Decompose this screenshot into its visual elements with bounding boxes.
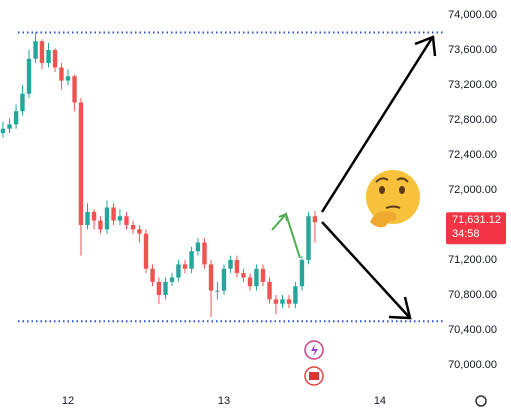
candle-body [176,264,181,278]
up-arrow [320,37,434,213]
candle-body [0,128,6,134]
x-tick-label: 13 [218,395,230,407]
x-tick-label: 14 [374,395,386,407]
candle-body [85,211,90,225]
candle-body [182,264,188,269]
candle-body [273,299,279,304]
candle-body [20,93,25,112]
candle-body [241,273,246,278]
candle-body [312,216,318,223]
candle-body [189,251,194,269]
candle-body [150,268,155,282]
candle-body [169,277,175,282]
y-tick-label: 73,200.00 [448,79,497,91]
candle-body [33,41,38,59]
down-arrow-head [388,296,412,320]
candle-body [39,41,45,64]
candle-body [293,286,298,304]
candle-body [163,281,168,295]
candle-body [215,290,220,292]
y-tick-label: 70,400.00 [448,324,497,336]
x-tick-label: 12 [62,395,74,407]
candle-body [91,211,97,221]
candle-body [299,259,305,287]
flag-icon-body [309,372,319,380]
up-arrow-head [414,35,437,57]
y-tick-label: 72,800.00 [448,114,497,126]
y-tick-label: 72,000.00 [448,184,497,196]
event-icon-bolt [311,344,318,357]
candle-body [280,299,285,304]
candle-body [78,102,84,225]
candle-body [98,220,103,230]
thinking-emoji [366,170,420,228]
candle-body [111,207,116,221]
candle-body [59,67,64,81]
candle-body [117,216,123,221]
candle-body [72,76,77,103]
candle-body [130,224,136,230]
y-tick-label: 73,600.00 [448,44,497,56]
candle-body [228,259,233,269]
y-tick-label: 70,800.00 [448,289,497,301]
candle-body [234,259,240,274]
candle-body [7,124,12,129]
y-tick-label: 71,200.00 [448,254,497,266]
green-arrow-head [278,212,288,222]
candle-body [137,229,142,234]
candle-body [247,277,253,287]
candle-body [13,111,19,125]
candle-body [267,281,272,300]
candle-body [124,216,129,225]
candle-body [26,58,32,94]
y-tick-label: 70,000.00 [448,359,497,371]
candle-body [195,242,201,252]
candle-body [202,242,207,265]
price-tag [446,212,506,245]
settings-icon[interactable] [475,395,487,407]
countdown-label: 34:58 [452,228,480,240]
candle-body [286,299,292,304]
y-tick-label: 72,400.00 [448,149,497,161]
candle-body [52,49,58,68]
price-tag-label: 71,631.12 [452,214,501,226]
candle-body [143,233,149,269]
candle-body [156,281,162,295]
candle-body [65,76,71,81]
candle-body [260,268,266,282]
candle-body [208,264,214,291]
candle-body [306,216,311,260]
candle-body [104,207,110,230]
y-tick-label: 74,000.00 [448,9,497,21]
plot [0,31,443,323]
candle-body [221,268,227,291]
candle-body [254,268,259,287]
down-arrow [321,221,411,319]
candle-body [46,49,51,64]
